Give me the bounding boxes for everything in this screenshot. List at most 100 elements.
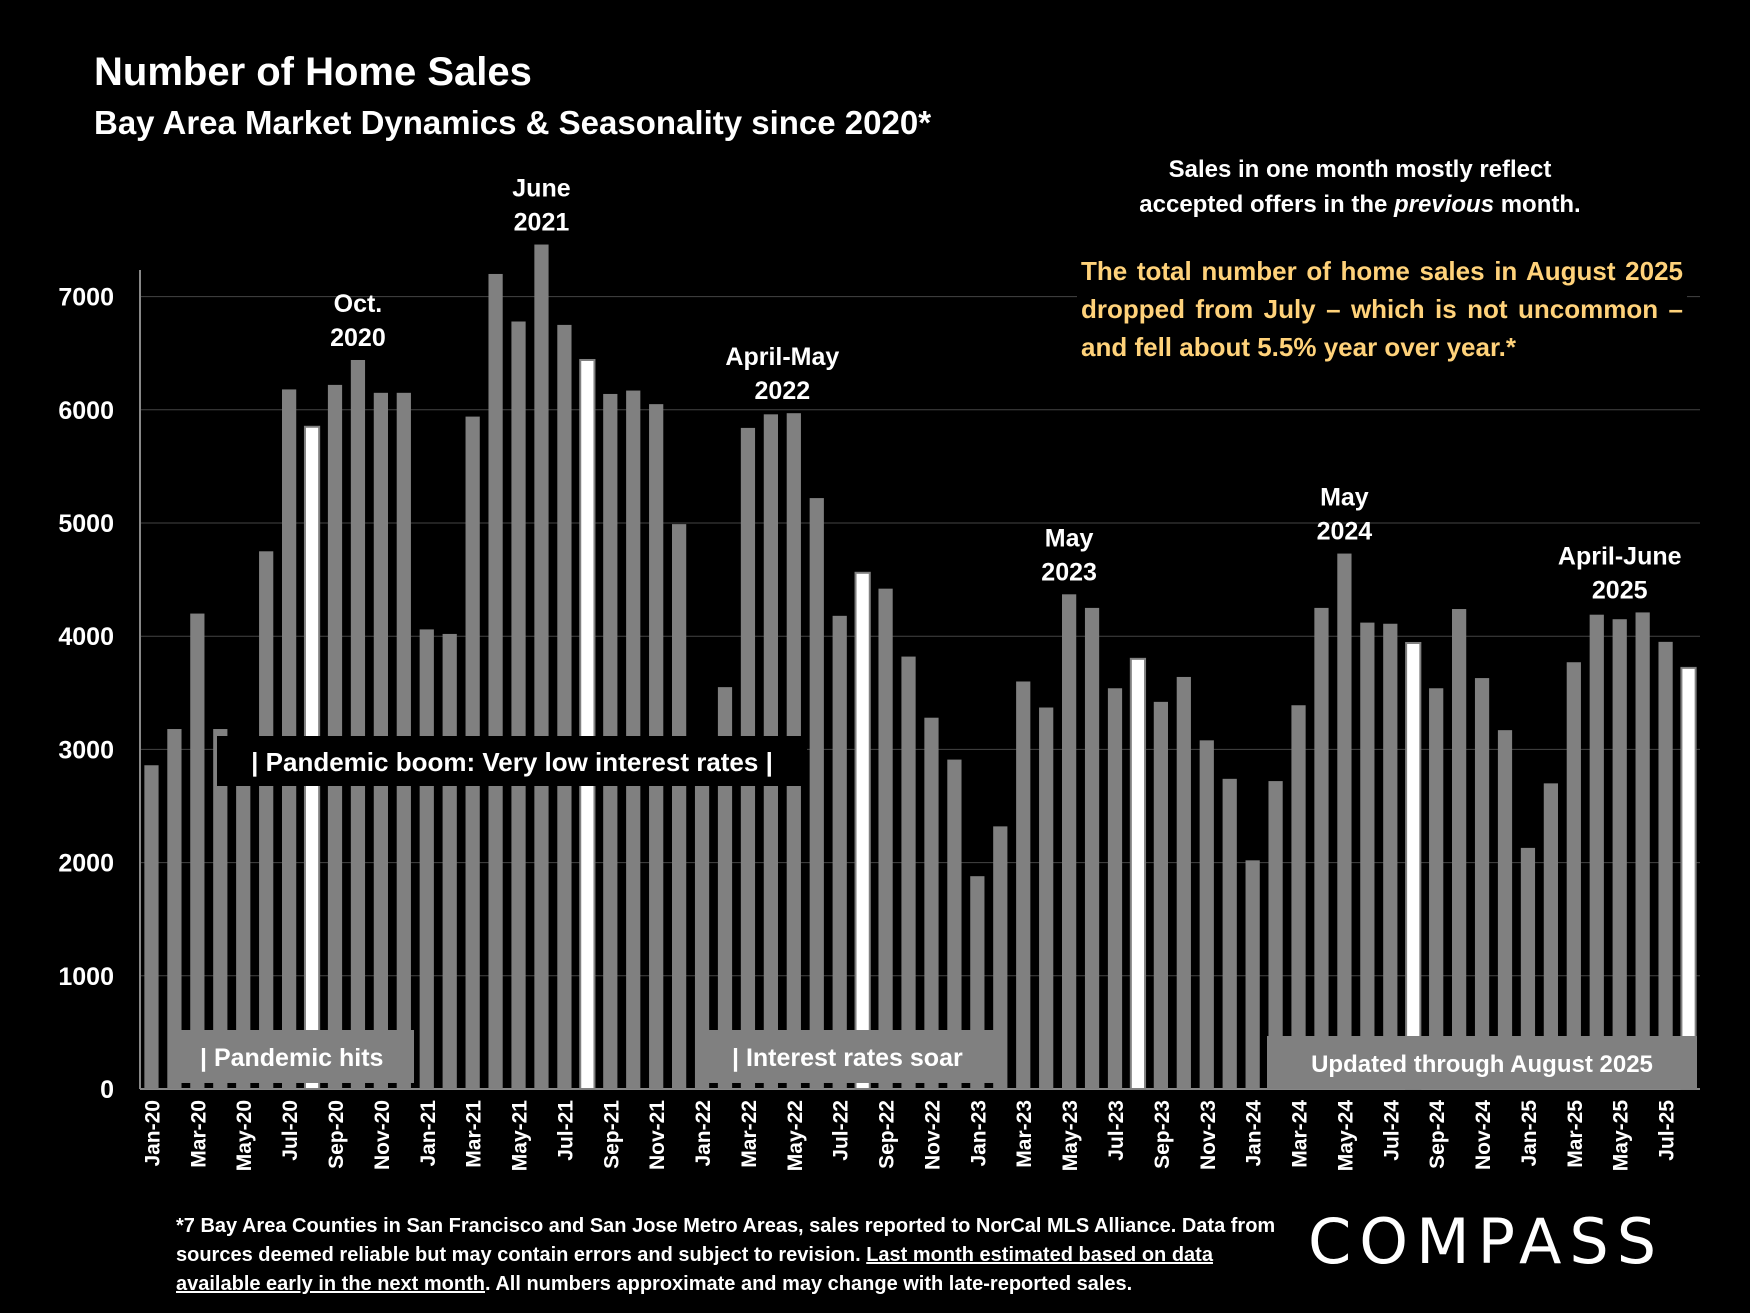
bar-nov-23 (1199, 740, 1214, 1089)
x-tick-label: Mar-25 (1564, 1100, 1587, 1168)
x-tick-label: May-23 (1059, 1100, 1082, 1171)
x-tick-label: Nov-23 (1197, 1100, 1220, 1170)
bar-jul-24 (1383, 623, 1398, 1089)
bar-jun-21 (534, 244, 549, 1089)
annotation-label: May (1320, 484, 1369, 512)
bar-mar-24 (1291, 705, 1306, 1089)
callout-pandemic-boom-label: | Pandemic boom: Very low interest rates… (251, 747, 773, 777)
bar-jan-24 (1245, 860, 1260, 1089)
x-tick-label: Jul-24 (1380, 1100, 1403, 1161)
x-tick-label: May-24 (1334, 1100, 1357, 1172)
x-tick-label: Mar-20 (187, 1100, 210, 1168)
x-tick-label: Mar-23 (1013, 1100, 1036, 1168)
bar-oct-24 (1452, 609, 1467, 1089)
callout-updated-label: Updated through August 2025 (1311, 1051, 1653, 1078)
x-tick-label: Jan-21 (417, 1100, 440, 1167)
bar-apr-21 (488, 273, 503, 1090)
bar-jun-22 (809, 498, 824, 1089)
x-tick-label: Sep-21 (600, 1100, 623, 1169)
bar-apr-25 (1589, 614, 1604, 1089)
bar-mar-23 (1016, 681, 1031, 1089)
y-tick-label: 3000 (58, 736, 114, 764)
x-tick-label: Jan-23 (967, 1100, 990, 1167)
headline-summary: The total number of home sales in August… (1077, 252, 1687, 366)
y-tick-label: 2000 (58, 850, 114, 878)
bar-jul-23 (1107, 688, 1123, 1089)
bar-nov-24 (1474, 678, 1490, 1089)
y-tick-label: 4000 (58, 623, 114, 651)
bar-apr-23 (1039, 707, 1054, 1089)
x-tick-label: Jul-21 (554, 1100, 577, 1161)
x-tick-label: Nov-20 (371, 1100, 394, 1170)
bar-aug-24 (1405, 641, 1422, 1090)
bar-jul-21 (557, 324, 572, 1089)
bar-jan-21 (419, 629, 434, 1089)
annotation-label: 2021 (514, 209, 570, 237)
x-axis-ticks: Jan-20 Mar-20 May-20 Jul-20 Sep-20 Nov-20 Jan-… (141, 1100, 1678, 1172)
annotation-label: April-June (1558, 542, 1682, 570)
source-footnote: *7 Bay Area Counties in San Francisco an… (176, 1212, 1286, 1299)
note-line-2b: month. (1494, 191, 1581, 218)
callout-rates-soar-label: | Interest rates soar (732, 1044, 963, 1072)
bar-aug-21 (579, 358, 596, 1090)
annotation-label: 2020 (330, 324, 386, 352)
bar-jul-22 (832, 615, 847, 1089)
bar-may-20 (236, 749, 251, 1089)
y-tick-label: 0 (100, 1076, 114, 1104)
bar-may-21 (511, 321, 526, 1089)
peak-annotations: Oct. 2020 June 2021 April-May 2022 May 2023 May 2… (330, 175, 1681, 605)
bar-may-24 (1337, 553, 1352, 1089)
x-tick-label: Nov-21 (646, 1100, 669, 1170)
bar-dec-24 (1497, 730, 1513, 1089)
y-tick-label: 5000 (58, 510, 114, 538)
x-tick-label: Mar-24 (1289, 1100, 1312, 1168)
bar-jun-23 (1084, 607, 1100, 1089)
callout-pandemic-hits: | Pandemic hits (170, 1030, 414, 1083)
bar-jun-25 (1635, 612, 1650, 1089)
bar-dec-22 (947, 759, 962, 1089)
x-tick-label: May-25 (1610, 1100, 1633, 1172)
compass-logo: COMPASS (1308, 1205, 1665, 1278)
x-tick-label: Jan-24 (1243, 1100, 1266, 1167)
x-tick-label: Jul-25 (1656, 1100, 1679, 1161)
bars (144, 244, 1697, 1091)
bar-oct-20 (350, 359, 366, 1089)
bar-mar-20 (190, 613, 205, 1089)
page-title: Number of Home Sales (94, 50, 532, 94)
annotation-label: Oct. (334, 290, 383, 318)
x-tick-label: Sep-23 (1151, 1100, 1174, 1169)
y-tick-label: 1000 (58, 963, 114, 991)
x-tick-label: Nov-24 (1472, 1100, 1495, 1170)
x-tick-label: Mar-21 (463, 1100, 486, 1168)
bar-feb-21 (442, 633, 457, 1089)
bar-dec-23 (1222, 778, 1237, 1089)
annotation-label: May (1045, 524, 1094, 552)
bar-aug-22 (854, 571, 871, 1090)
seasonality-note: Sales in one month mostly reflect accept… (1090, 152, 1630, 222)
footnote-part-1: *7 Bay Area Counties in San Francisco an… (176, 1215, 1276, 1266)
bar-dec-21 (672, 524, 687, 1089)
bar-apr-24 (1314, 607, 1329, 1089)
bar-nov-22 (924, 717, 939, 1089)
annotation-label: 2022 (755, 377, 811, 405)
x-tick-label: Nov-22 (921, 1100, 944, 1170)
bar-may-25 (1612, 619, 1627, 1089)
bar-sep-22 (878, 588, 893, 1089)
annotation-label: June (512, 175, 570, 203)
x-tick-label: Jul-20 (279, 1100, 302, 1161)
bar-jan-25 (1520, 847, 1536, 1089)
annotation-label: 2023 (1041, 558, 1097, 586)
bar-jan-22 (694, 738, 710, 1089)
bar-feb-24 (1268, 781, 1283, 1089)
bar-aug-25 (1680, 666, 1697, 1090)
footnote-underlined: Last month estimated based on data avail… (176, 1244, 1213, 1295)
bar-aug-23 (1129, 657, 1147, 1091)
footnote-part-2: . All numbers approximate and may change… (484, 1273, 1133, 1295)
x-tick-label: Jan-22 (692, 1100, 715, 1167)
x-tick-label: May-21 (509, 1100, 532, 1172)
x-tick-label: Jan-25 (1518, 1100, 1541, 1167)
period-callouts: | Pandemic boom: Very low interest rates… (170, 736, 1697, 1089)
bar-feb-25 (1543, 783, 1558, 1089)
y-axis-ticks: 0 1000 2000 3000 4000 5000 6000 7000 (58, 284, 114, 1104)
y-tick-label: 6000 (58, 397, 114, 425)
